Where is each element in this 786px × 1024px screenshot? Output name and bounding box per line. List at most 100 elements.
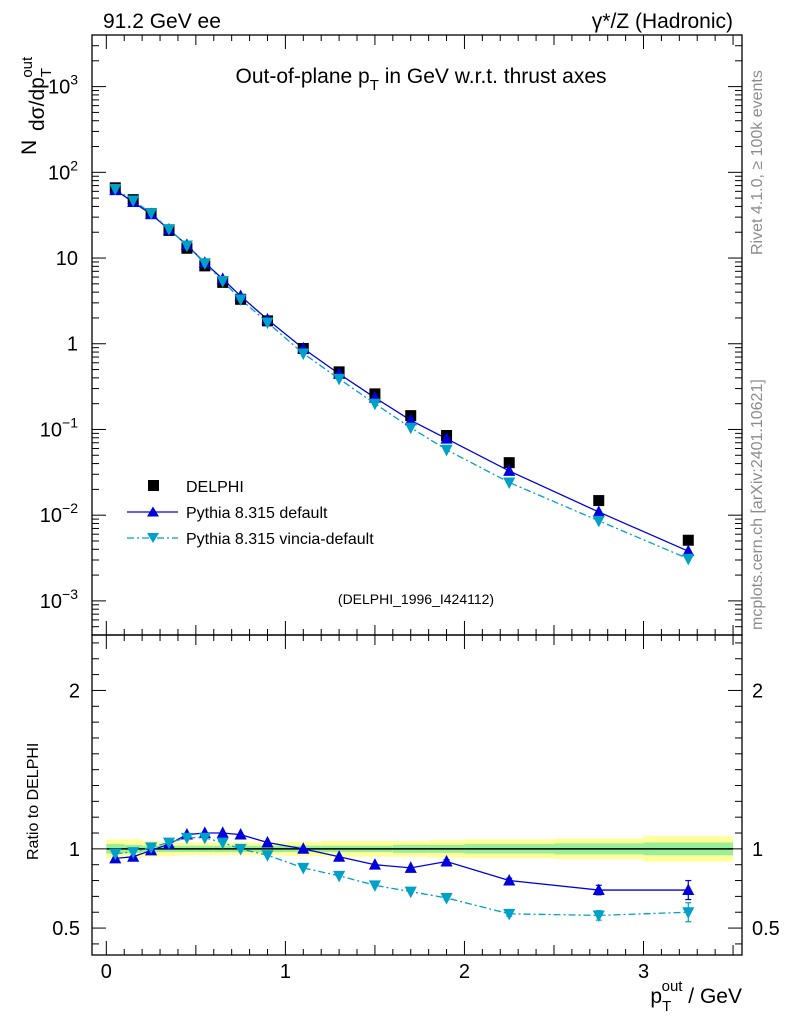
main-y-tick-label: 10−3 [40,586,78,613]
y-tick-base: 10 [48,77,70,99]
ratio-vincia-point [234,843,247,856]
vincia-point [109,183,122,196]
header-right: γ*/Z (Hadronic) [592,10,733,33]
ratio-vincia-point [198,832,211,845]
default-point [404,413,417,426]
vincia-point [404,422,417,435]
ratio-vincia-point [216,837,229,850]
y-tick-base: 10 [40,419,62,441]
main-ylabel: N dσ/dpTout [18,56,55,155]
legend-label-vincia: Pythia 8.315 vincia-default [186,531,374,548]
watermark: (DELPHI_1996_I424112) [338,591,494,607]
ratio-default-point [682,883,695,895]
ratio-vincia-point [592,910,605,922]
y-tick-exp: −1 [62,414,78,430]
side-label-bottom: mcplots.cern.ch [arXiv:2401.10621] [749,379,766,630]
ratio-x-tick-label: 1 [280,961,291,983]
vincia-point [216,276,229,288]
main-y-tick-label: 10−2 [40,500,78,527]
ratio-ylabel: Ratio to DELPHI [25,743,42,860]
ratio-y-tick-label-right: 0.5 [752,918,780,940]
y-tick-exp: −2 [62,500,78,516]
ratio-axes: 0 1 2 3 0.5 0.5 1 1 2 2 [52,635,780,983]
vincia-point [261,317,274,330]
default-point [440,432,453,444]
ratio-vincia-point [261,850,274,862]
vincia-point [682,553,695,566]
ratio-y-tick-label-left: 0.5 [52,918,80,940]
y-tick-exp: −3 [62,586,78,602]
ratio-default-point [297,842,310,854]
ratio-panel: 0 1 2 3 0.5 0.5 1 1 2 2 Ratio to DELPHI pTout / G… [25,634,780,1015]
ratio-default-point [503,873,516,886]
main-y-tick-label: 1 [67,334,78,356]
vincia-point [333,373,346,386]
vincia-point [145,208,158,220]
vincia-point [234,294,247,306]
delphi-point [593,495,605,507]
ratio-vincia-point [682,907,695,919]
y-tick-exp: 3 [70,72,78,88]
default-point [682,544,695,557]
ratio-frame [91,634,743,956]
ratio-default-point [234,828,247,840]
vincia-point [368,398,381,411]
vincia-point [440,444,453,457]
ratio-vincia-point [440,893,453,905]
ratio-vincia-point [297,862,310,875]
ratio-vincia-point [162,837,176,850]
ratio-default-point [404,861,417,873]
ratio-vincia-point [368,880,381,892]
main-y-tick-label: 10 [56,248,78,270]
ratio-vincia-point [180,832,193,845]
ratio-x-tick-label: 3 [638,961,649,983]
main-series-line [114,188,689,560]
ratio-default-point [592,883,605,895]
ratio-x-tick-label: 0 [101,961,112,983]
ratio-xlabel: pTout / GeV [650,978,742,1015]
ratio-y-tick-label-right: 2 [752,680,763,702]
legend-label-delphi: DELPHI [186,479,244,496]
header-left: 91.2 GeV ee [103,10,221,33]
legend-marker-default [147,506,159,517]
vincia-point [127,195,140,208]
legend: DELPHI Pythia 8.315 default Pythia 8.315… [127,479,374,548]
delphi-point [503,457,515,469]
default-point [503,464,516,476]
y-tick-base: 10 [40,505,62,527]
main-plot-area [109,182,695,566]
ylabel-n: N [18,140,41,155]
ratio-default-point [261,835,274,848]
ratio-default-point [440,854,453,867]
ratio-default-point [368,858,381,870]
main-y-tick-label: 10−1 [40,414,78,441]
ratio-vincia-point [145,842,158,854]
side-label-top: Rivet 4.1.0, ≥ 100k events [749,70,766,255]
vincia-point [162,224,176,236]
main-title: Out-of-plane pT in GeV w.r.t. thrust axe… [235,65,606,94]
delphi-point [682,534,694,546]
vincia-point [297,348,310,361]
main-y-tick-label: 102 [48,157,78,184]
ratio-vincia-point [404,886,417,899]
ylabel-dsigma: dσ/dpTout [19,56,55,131]
y-tick-base: 10 [48,162,70,184]
ratio-vincia-point [503,908,516,921]
ratio-default-point [216,826,229,838]
default-point [592,505,605,517]
ratio-y-tick-label-left: 1 [69,839,80,861]
ratio-y-tick-label-left: 2 [69,680,80,702]
ratio-default-point [333,850,346,862]
legend-label-default: Pythia 8.315 default [186,505,328,522]
y-tick-base: 10 [56,248,78,270]
y-tick-base: 1 [67,334,78,356]
legend-marker-delphi [148,480,159,491]
vincia-point [592,515,605,528]
ratio-vincia-point [333,870,346,883]
ratio-vincia-point [109,848,122,861]
main-y-tick-label: 103 [48,72,78,99]
legend-marker-vincia [147,533,159,543]
